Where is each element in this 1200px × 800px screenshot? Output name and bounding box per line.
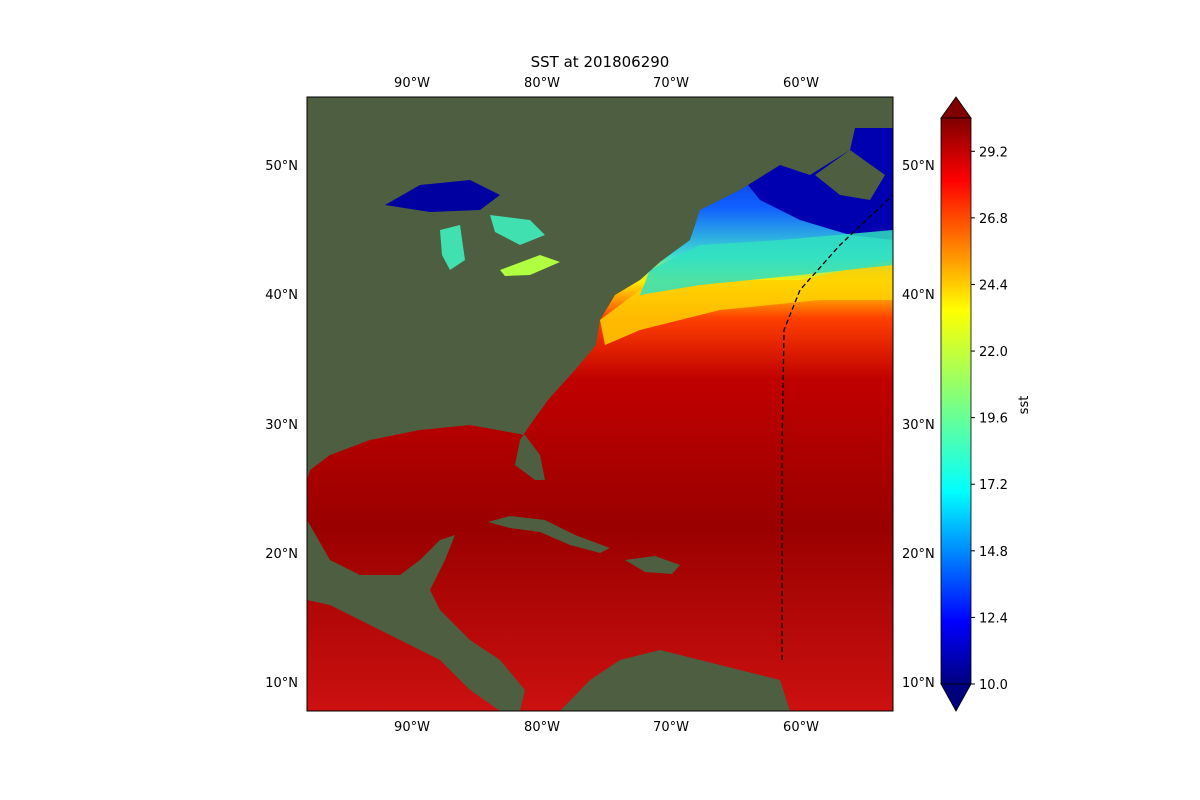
lon-label: 60°W [783,720,819,735]
colorbar-tick-label: 19.6 [979,412,1008,427]
colorbar-tick-label: 10.0 [979,678,1008,693]
lat-label: 50°N [902,159,935,174]
colorbar-tick-label: 24.4 [979,278,1008,293]
lon-label: 60°W [783,76,819,91]
lon-label: 90°W [394,76,430,91]
lat-label: 30°N [265,418,298,433]
colorbar-tick-label: 12.4 [979,611,1008,626]
lat-labels-left: 50°N 40°N 30°N 20°N 10°N [265,159,298,691]
gulf-stream-front [600,260,893,345]
colorbar-top-arrow [940,96,972,119]
cuba-island [488,516,610,553]
colorbar-label: sst [1017,396,1032,415]
map-frame [306,96,894,712]
hispaniola-island [625,556,680,574]
lat-label: 40°N [902,288,935,303]
lon-labels-top: 90°W 80°W 70°W 60°W [394,76,819,91]
colorbar-tick-label: 29.2 [979,145,1008,160]
lon-label: 80°W [524,720,560,735]
lon-label: 70°W [653,76,689,91]
colorbar-tick-label: 22.0 [979,345,1008,360]
lat-labels-right: 50°N 40°N 30°N 20°N 10°N [902,159,935,691]
lon-label: 70°W [653,720,689,735]
lon-label: 90°W [394,720,430,735]
lon-labels-bottom: 90°W 80°W 70°W 60°W [394,720,819,735]
lat-label: 20°N [902,547,935,562]
lake-erie-ontario [500,255,560,276]
lat-label: 50°N [265,159,298,174]
colorbar: 29.2 26.8 24.4 22.0 19.6 17.2 14.8 12.4 10.0 sst [940,96,1032,712]
lake-michigan-huron [440,215,545,270]
lake-superior [385,180,500,212]
newfoundland-land [815,150,885,200]
lat-label: 40°N [265,288,298,303]
colorbar-ticks: 29.2 26.8 24.4 22.0 19.6 17.2 14.8 12.4 10.0 [971,145,1008,693]
map-title: SST at 201806290 [531,53,670,71]
central-america-land [307,520,525,711]
colorbar-tick-label: 14.8 [979,545,1008,560]
lat-label: 30°N [902,418,935,433]
lat-label: 20°N [265,547,298,562]
cool-shelf-water [640,230,893,295]
colorbar-bottom-arrow [940,683,972,712]
south-america-land [560,650,790,711]
colorbar-tick-label: 17.2 [979,478,1008,493]
lat-label: 10°N [902,676,935,691]
lat-label: 10°N [265,676,298,691]
map-panel [307,97,893,711]
colorbar-tick-label: 26.8 [979,212,1008,227]
lon-label: 80°W [524,76,560,91]
colorbar-gradient [940,117,972,685]
